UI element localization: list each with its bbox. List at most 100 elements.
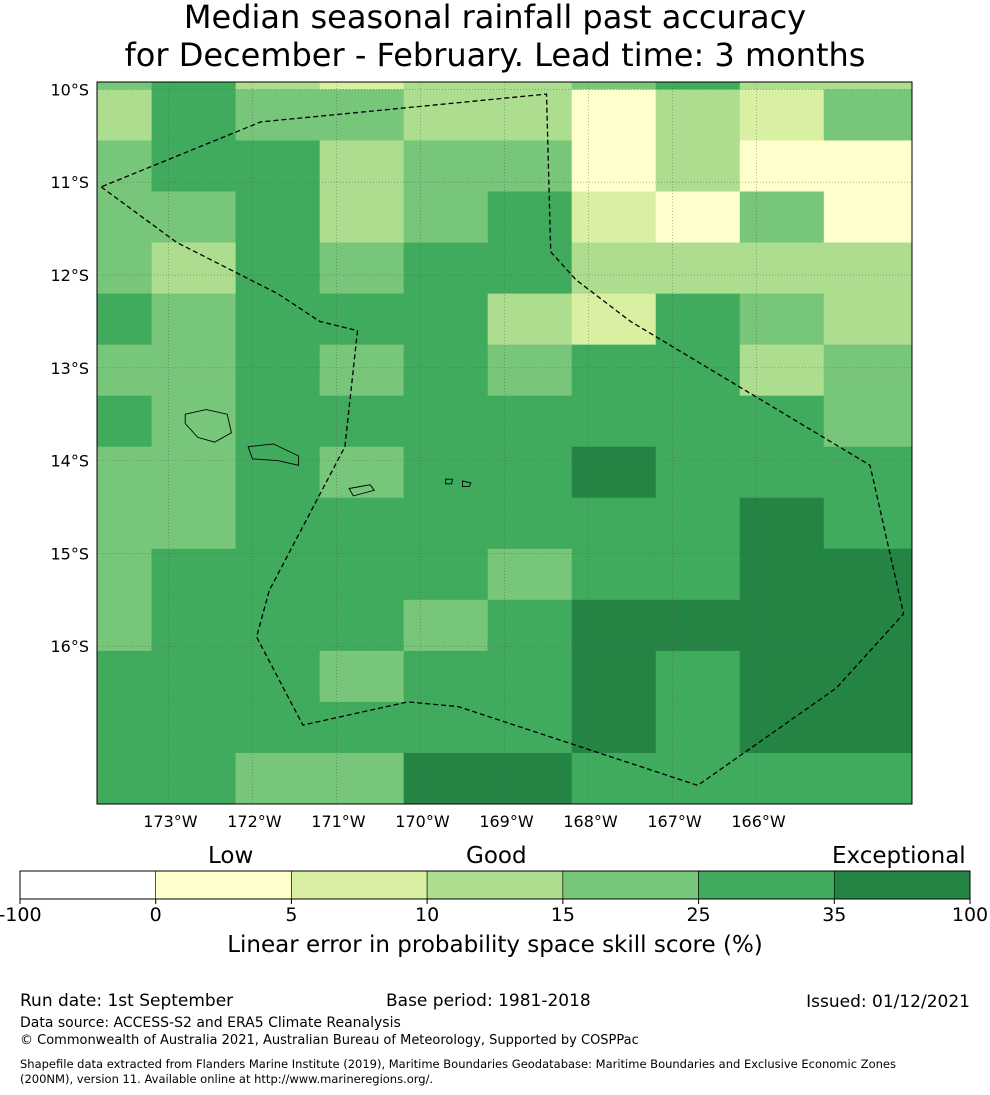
lon-tick-label: 170°W — [395, 812, 450, 831]
skill-cell — [739, 650, 825, 703]
lat-tick-label: 13°S — [50, 359, 89, 378]
skill-cell — [97, 242, 153, 295]
skill-cell — [403, 446, 489, 499]
skill-cell — [235, 446, 321, 499]
skill-cell — [97, 446, 153, 499]
skill-cell — [571, 293, 657, 346]
lon-tick-label: 172°W — [227, 812, 282, 831]
skill-cell — [97, 140, 153, 193]
skill-cell — [739, 89, 825, 141]
skill-cell — [655, 395, 741, 448]
skill-cell — [487, 140, 573, 193]
skill-grid-cells — [97, 82, 913, 805]
skill-cell — [739, 497, 825, 550]
colorbar-swatch — [291, 870, 428, 900]
skill-cell — [823, 446, 913, 499]
colorbar-frame — [19, 870, 971, 900]
skill-cell — [97, 344, 153, 397]
skill-cell — [319, 242, 405, 295]
skill-cell — [151, 89, 237, 141]
skill-cell — [571, 82, 657, 90]
skill-cell — [739, 701, 825, 754]
skill-cell — [487, 191, 573, 244]
skill-cell — [739, 293, 825, 346]
colorbar-tick-label: 100 — [952, 904, 988, 926]
colorbar-swatch — [19, 870, 157, 900]
skill-cell — [487, 89, 573, 141]
skill-cell — [571, 497, 657, 550]
skill-cell — [823, 82, 913, 90]
skill-cell — [235, 191, 321, 244]
skill-cell — [487, 395, 573, 448]
skill-cell — [235, 701, 321, 754]
skill-cell — [403, 650, 489, 703]
latitude-labels: 10°S 11°S 12°S 13°S 14°S 15°S 16°S — [50, 80, 89, 656]
skill-cell — [97, 599, 153, 652]
skill-cell — [487, 242, 573, 295]
skill-cell — [235, 395, 321, 448]
map-title-line-2: for December - February. Lead time: 3 mo… — [124, 36, 866, 74]
lon-tick-label: 169°W — [479, 812, 534, 831]
skill-cell — [403, 140, 489, 193]
lat-tick-label: 12°S — [50, 266, 89, 285]
skill-cell — [655, 548, 741, 601]
skill-cell — [487, 548, 573, 601]
colorbar-swatch — [562, 870, 699, 900]
skill-cell — [739, 344, 825, 397]
skill-cell — [571, 344, 657, 397]
skill-cell — [655, 89, 741, 141]
skill-cell — [823, 89, 913, 141]
skill-cell — [403, 752, 489, 805]
skill-cell — [571, 89, 657, 141]
graticule — [97, 82, 912, 804]
skill-cell — [739, 191, 825, 244]
skill-cell — [403, 497, 489, 550]
skill-cell — [319, 191, 405, 244]
colorbar-category-low: Low — [208, 843, 254, 869]
skill-cell — [319, 140, 405, 193]
skill-cell — [403, 89, 489, 141]
colorbar-swatch — [426, 870, 564, 900]
skill-cell — [655, 140, 741, 193]
skill-cell — [319, 395, 405, 448]
skill-cell — [655, 650, 741, 703]
skill-cell — [571, 446, 657, 499]
skill-cell — [487, 293, 573, 346]
skill-cell — [739, 395, 825, 448]
skill-cell — [151, 344, 237, 397]
skill-cell — [403, 82, 489, 90]
skill-cell — [403, 293, 489, 346]
skill-cell — [97, 548, 153, 601]
skill-cell — [655, 752, 741, 805]
skill-cell — [319, 446, 405, 499]
run-date: Run date: 1st September — [20, 991, 234, 1011]
issued-date: Issued: 01/12/2021 — [806, 992, 970, 1012]
skill-cell — [487, 752, 573, 805]
skill-cell — [151, 497, 237, 550]
skill-cell — [655, 599, 741, 652]
skill-cell — [487, 599, 573, 652]
skill-cell — [403, 701, 489, 754]
skill-cell — [571, 242, 657, 295]
skill-cell — [739, 752, 825, 805]
skill-cell — [151, 293, 237, 346]
skill-cell — [235, 548, 321, 601]
skill-cell — [151, 242, 237, 295]
skill-cell — [655, 446, 741, 499]
skill-cell — [655, 701, 741, 754]
skill-cell — [97, 650, 153, 703]
skill-cell — [403, 599, 489, 652]
lat-tick-label: 11°S — [50, 173, 89, 192]
skill-cell — [487, 650, 573, 703]
skill-cell — [823, 548, 913, 601]
skill-cell — [97, 497, 153, 550]
skill-cell — [823, 140, 913, 193]
island-outline — [184, 409, 232, 443]
skill-cell — [151, 599, 237, 652]
skill-cell — [319, 548, 405, 601]
skill-cell — [571, 701, 657, 754]
skill-cell — [571, 191, 657, 244]
map-frame — [96, 81, 913, 805]
skill-cell — [319, 701, 405, 754]
